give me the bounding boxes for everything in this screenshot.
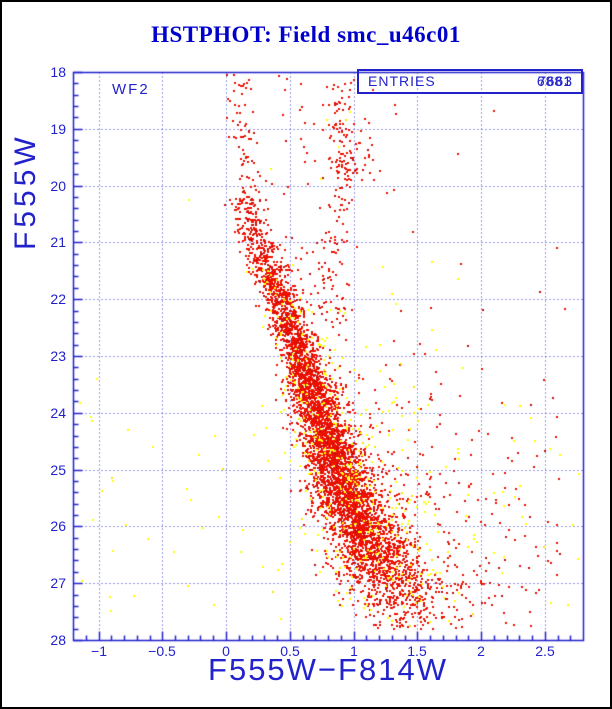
y-tick-label: 26 bbox=[50, 518, 66, 534]
x-tick-label: 0.5 bbox=[280, 643, 300, 659]
y-tick-label: 22 bbox=[50, 291, 66, 307]
y-tick-label: 25 bbox=[50, 462, 66, 478]
detector-label: WF2 bbox=[112, 81, 150, 98]
x-tick-label: 1.5 bbox=[407, 643, 427, 659]
x-tick-label: −1 bbox=[91, 643, 107, 659]
y-tick-label: 18 bbox=[50, 64, 66, 80]
y-tick-labels: 18 19 20 21 22 23 24 25 26 27 28 bbox=[22, 2, 66, 707]
x-tick-label: 1 bbox=[350, 643, 358, 659]
entries-label: ENTRIES bbox=[368, 73, 436, 89]
x-tick-label: 2.5 bbox=[535, 643, 555, 659]
x-tick-labels: −1 −0.5 0 0.5 1 1.5 2 2.5 bbox=[2, 643, 610, 661]
entries-value-2: 6881 bbox=[536, 73, 572, 89]
x-tick-label: 2 bbox=[477, 643, 485, 659]
x-axis-label: F555W−F814W bbox=[208, 652, 448, 687]
x-tick-label: −0.5 bbox=[148, 643, 176, 659]
y-tick-label: 20 bbox=[50, 178, 66, 194]
y-tick-label: 23 bbox=[50, 348, 66, 364]
x-tick-label: 0 bbox=[222, 643, 230, 659]
y-tick-label: 28 bbox=[50, 632, 66, 648]
y-tick-label: 27 bbox=[50, 575, 66, 591]
y-tick-label: 19 bbox=[50, 121, 66, 137]
entries-stat-box: ENTRIES 7663 6881 bbox=[357, 69, 583, 94]
entries-value-1: 7663 bbox=[537, 73, 573, 89]
y-tick-label: 21 bbox=[50, 234, 66, 250]
page-title: HSTPHOT: Field smc_u46c01 bbox=[151, 22, 461, 47]
y-tick-label: 24 bbox=[50, 405, 66, 421]
